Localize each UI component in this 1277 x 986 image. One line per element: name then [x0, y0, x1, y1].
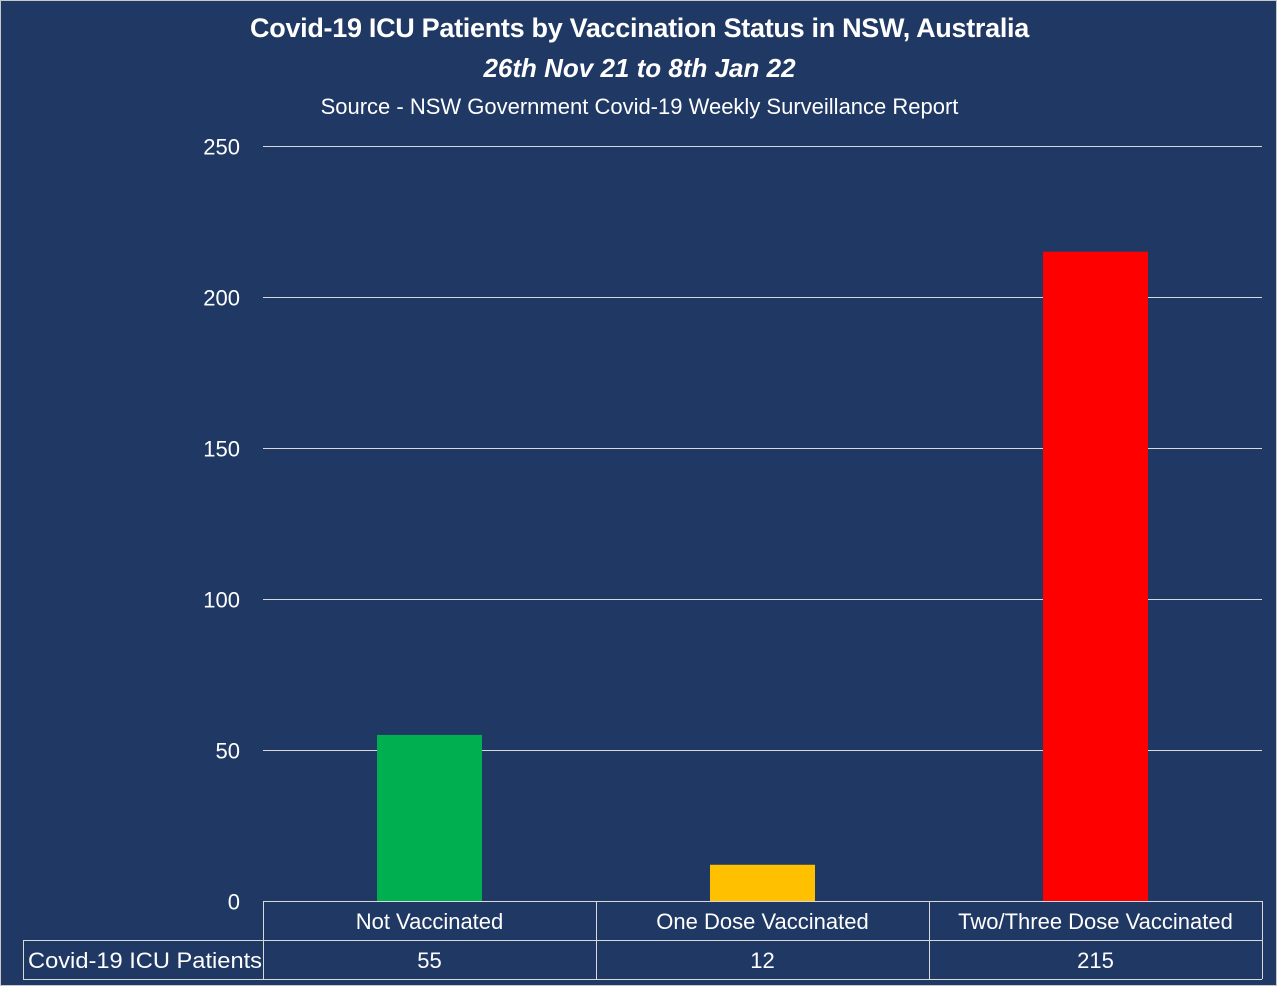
y-tick-label: 100 — [203, 588, 240, 613]
chart-source: Source - NSW Government Covid-19 Weekly … — [320, 94, 959, 119]
data-value-label: 55 — [417, 948, 441, 973]
x-category-label: Two/Three Dose Vaccinated — [958, 909, 1233, 934]
chart-subtitle: 26th Nov 21 to 8th Jan 22 — [483, 53, 796, 83]
bar-1 — [377, 734, 482, 901]
y-tick-label: 0 — [228, 890, 240, 915]
data-table: Not Vaccinated 55 One Dose Vaccinated 12 Two… — [23, 901, 1263, 980]
x-category-label: One Dose Vaccinated — [656, 909, 868, 934]
bar-2 — [710, 864, 815, 901]
data-value-label: 215 — [1077, 948, 1114, 973]
chart-title: Covid-19 ICU Patients by Vaccination Sta… — [250, 13, 1029, 43]
bar-3 — [1043, 251, 1148, 901]
x-category-label: Not Vaccinated — [356, 909, 504, 934]
data-value-label: 12 — [750, 948, 774, 973]
y-tick-label: 50 — [216, 739, 240, 764]
bars — [377, 251, 1148, 901]
series-name-label: Covid-19 ICU Patients — [28, 948, 262, 973]
y-tick-label: 250 — [203, 135, 240, 160]
y-tick-label: 200 — [203, 286, 240, 311]
y-tick-label: 150 — [203, 437, 240, 462]
y-axis-ticks: 0 50 100 150 200 250 — [203, 135, 240, 915]
